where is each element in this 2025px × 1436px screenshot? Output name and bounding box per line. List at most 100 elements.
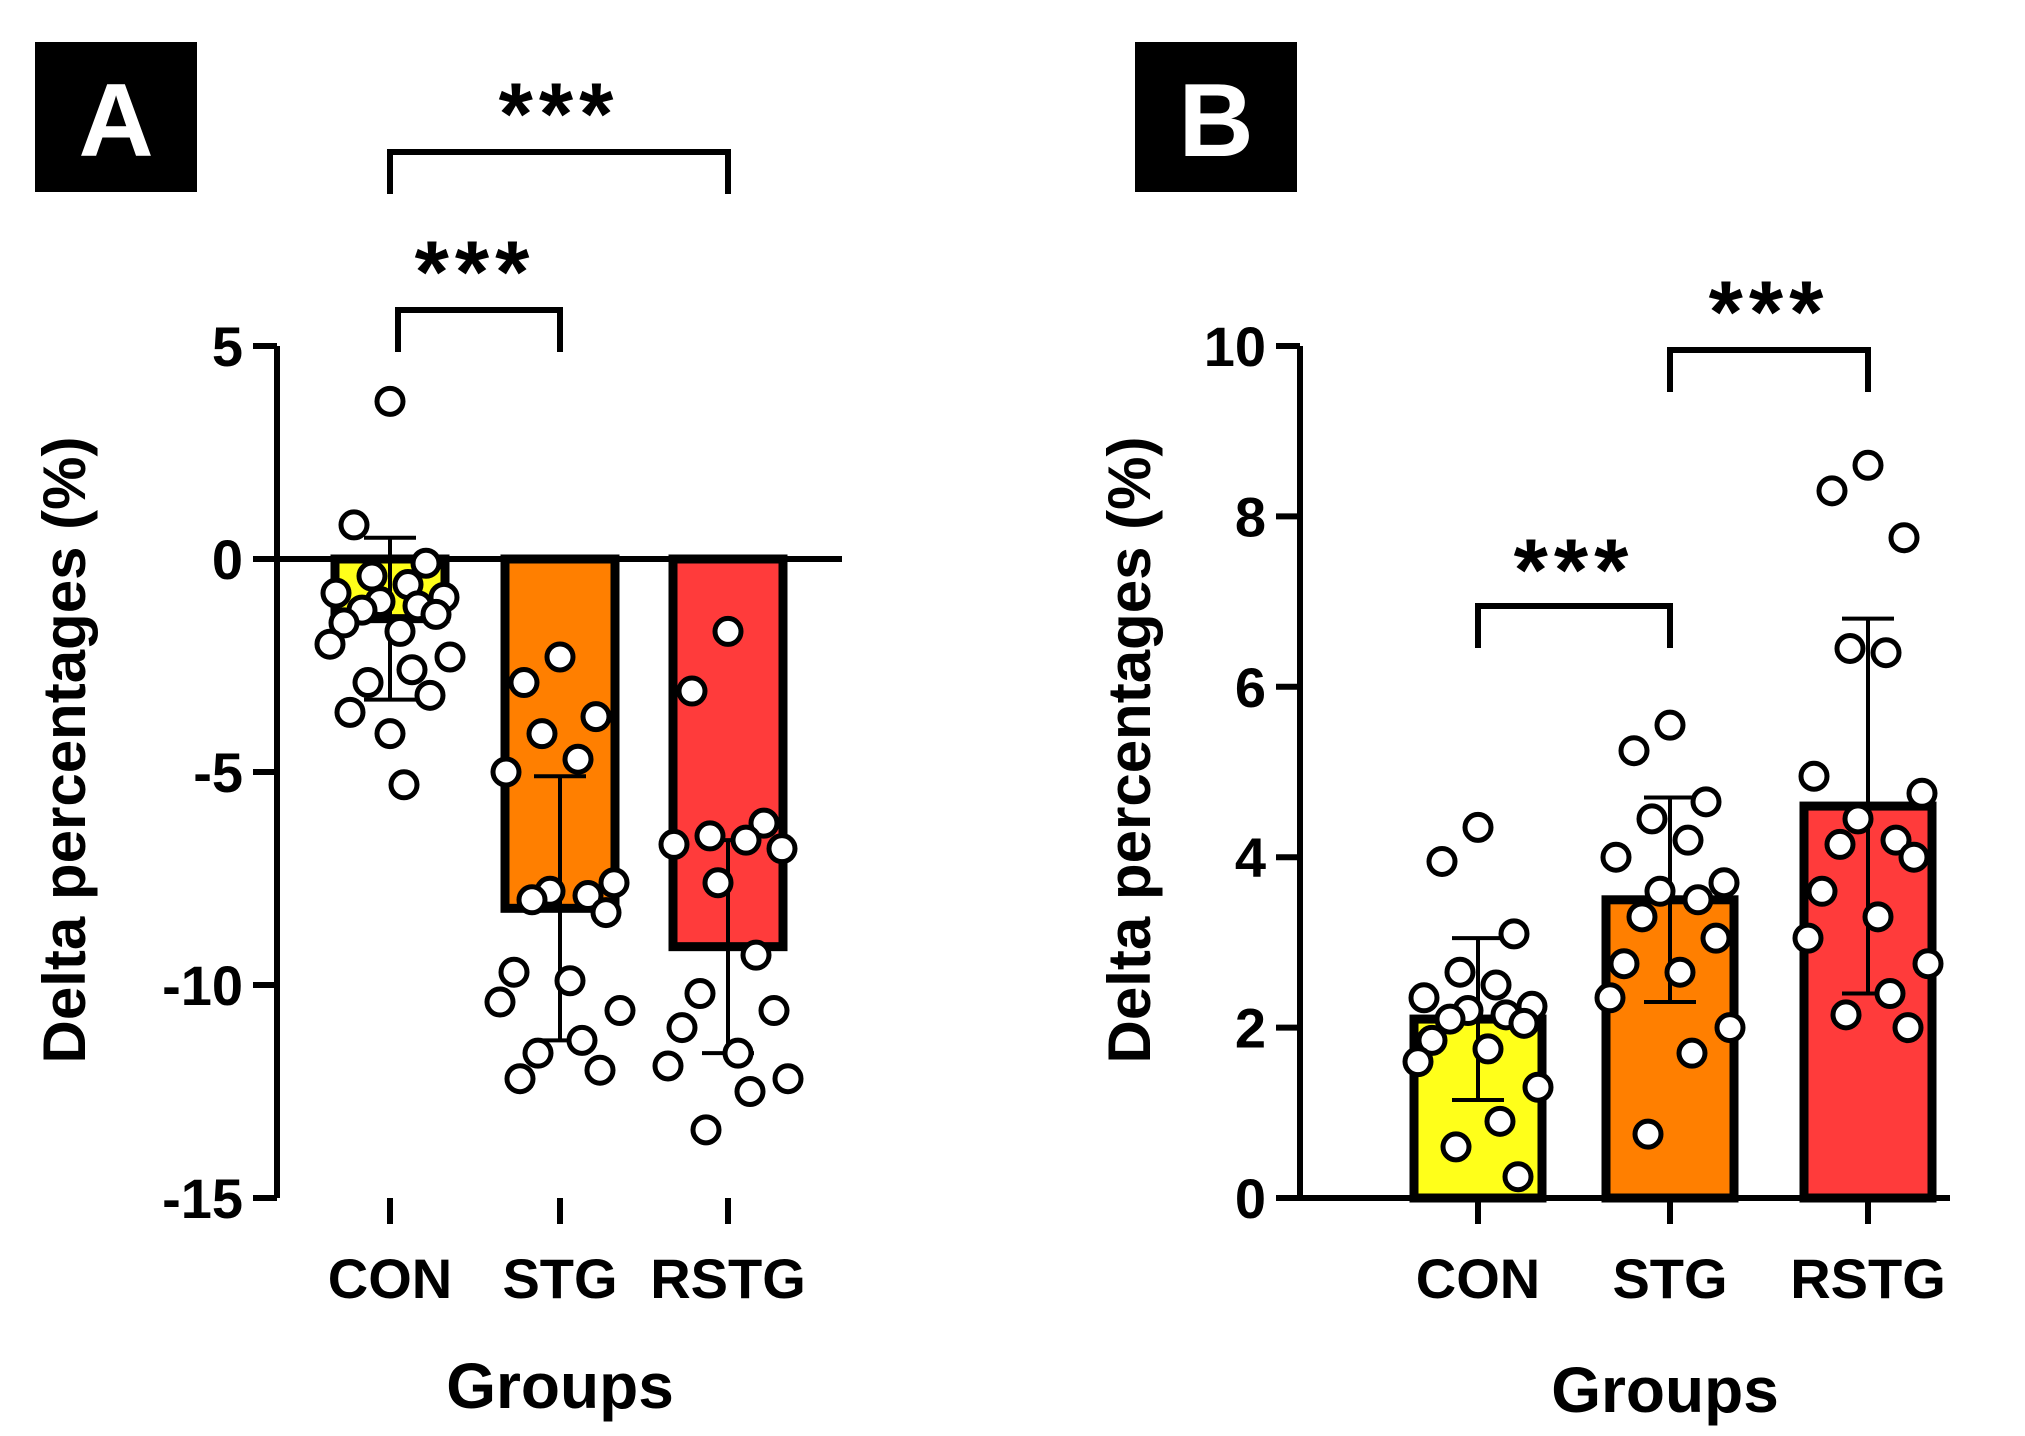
panel-a-data-point	[722, 1037, 754, 1069]
panel-b-data-point	[1862, 901, 1894, 933]
panel-a-data-point	[730, 824, 762, 856]
panel-b-data-point	[1402, 1046, 1434, 1078]
panel-a-data-point	[676, 675, 708, 707]
panel-b-data-point	[1664, 956, 1696, 988]
panel-a-data-point	[388, 769, 420, 801]
panel-a-data-point	[498, 956, 530, 988]
panel-b-data-point	[1440, 1131, 1472, 1163]
panel-a-data-point	[356, 560, 388, 592]
panel-a-data-point	[314, 628, 346, 660]
panel-a-data-point	[414, 679, 446, 711]
panel-a-data-point	[758, 995, 790, 1027]
panel-b-data-point	[1906, 777, 1938, 809]
panel-a-data-point	[484, 986, 516, 1018]
panel-b-data-point	[1806, 875, 1838, 907]
panel-a-data-point	[338, 509, 370, 541]
panel-a-significance-bracket	[395, 307, 563, 352]
panel-a-data-point	[604, 995, 636, 1027]
panel-b-data-point	[1632, 1118, 1664, 1150]
panel-a-y-tick-label: -5	[193, 741, 243, 804]
panel-b-category-label-stg: STG	[1612, 1247, 1727, 1310]
panel-b-y-tick-label: 4	[1235, 826, 1266, 889]
panel-b-data-point	[1618, 735, 1650, 767]
panel-a-data-point	[374, 385, 406, 417]
panel-a-data-point	[328, 607, 360, 639]
panel-a-y-axis-label: Delta percentages (%)	[31, 437, 98, 1064]
panel-b-significance-label: ***	[1514, 520, 1635, 619]
panel-a-data-point	[410, 547, 442, 579]
panel-a-data-point	[562, 743, 594, 775]
panel-b-y-tick-label: 10	[1204, 315, 1266, 378]
panel-a-data-point	[434, 641, 466, 673]
panel-b-data-point	[1874, 978, 1906, 1010]
panel-b-data-point	[1682, 884, 1714, 916]
panel-a: A Delta percentages (%) Groups 5 0 -5 -10 -1…	[31, 42, 842, 1422]
panel-b-data-point	[1508, 1007, 1540, 1039]
panel-b-significance-label: ***	[1709, 262, 1830, 361]
panel-b-y-tick-label: 2	[1235, 997, 1266, 1060]
panel-a-data-point	[580, 701, 612, 733]
panel-b: B Delta percentages (%) Groups 10 8 6 4 2 0 CO…	[1096, 42, 1950, 1426]
panel-b-data-point	[1502, 1161, 1534, 1193]
panel-b-data-point	[1600, 841, 1632, 873]
panel-b-significance-bracket	[1667, 347, 1871, 392]
panel-b-data-point	[1714, 1012, 1746, 1044]
panel-b-y-tick-label: 0	[1235, 1167, 1266, 1230]
panel-a-data-point	[384, 615, 416, 647]
panel-b-label: B	[1178, 63, 1253, 179]
panel-b-data-point	[1672, 824, 1704, 856]
panel-b-data-point	[1842, 803, 1874, 835]
panel-a-data-point	[766, 833, 798, 865]
panel-b-x-axis-label: Groups	[1551, 1354, 1779, 1426]
panel-b-data-point	[1416, 1024, 1448, 1056]
panel-b-data-point	[1654, 709, 1686, 741]
panel-b-data-point	[1608, 948, 1640, 980]
panel-b-data-point	[1480, 969, 1512, 1001]
panel-b-significance-bracket	[1475, 603, 1673, 648]
panel-a-data-point	[590, 897, 622, 929]
panel-a-y-tick-label: -15	[162, 1167, 243, 1230]
panel-a-data-point	[598, 867, 630, 899]
panel-a-data-point	[526, 718, 558, 750]
panel-a-data-point	[374, 718, 406, 750]
panel-b-data-point	[1892, 1012, 1924, 1044]
panel-b-data-point	[1824, 828, 1856, 860]
panel-a-data-point	[694, 820, 726, 852]
panel-b-data-point	[1700, 922, 1732, 954]
panel-b-label-box	[1135, 42, 1297, 192]
panel-a-data-point	[740, 939, 772, 971]
panel-a-data-point	[508, 667, 540, 699]
panel-b-data-point	[1912, 948, 1944, 980]
panel-b-y-tick-label: 6	[1235, 656, 1266, 719]
panel-a-data-point	[666, 1012, 698, 1044]
panel-b-data-point	[1498, 918, 1530, 950]
panel-b-data-point	[1798, 760, 1830, 792]
panel-a-data-point	[352, 667, 384, 699]
panel-b-data-point	[1522, 1071, 1554, 1103]
panel-a-y-tick-label: 0	[212, 528, 243, 591]
panel-b-y-axis-label: Delta percentages (%)	[1096, 437, 1163, 1064]
panel-a-data-point	[504, 1063, 536, 1095]
panel-b-data-point	[1690, 786, 1722, 818]
panel-a-data-point	[684, 978, 716, 1010]
panel-b-data-point	[1636, 803, 1668, 835]
panel-a-data-point	[772, 1063, 804, 1095]
panel-b-data-point	[1898, 841, 1930, 873]
panel-b-data-point	[1462, 811, 1494, 843]
panel-b-y-tick-label: 8	[1235, 485, 1266, 548]
panel-a-data-point	[748, 807, 780, 839]
panel-a-data-point	[584, 1054, 616, 1086]
panel-a-category-label-stg: STG	[502, 1247, 617, 1310]
panel-a-data-point	[702, 867, 734, 899]
panel-b-data-point	[1644, 875, 1676, 907]
panel-a-category-label-rstg: RSTG	[650, 1247, 806, 1310]
panel-a-x-axis-label: Groups	[446, 1350, 674, 1422]
panel-a-data-point	[572, 880, 604, 912]
panel-b-data-point	[1708, 867, 1740, 899]
panel-a-data-point	[490, 756, 522, 788]
panel-b-data-point	[1444, 956, 1476, 988]
panel-b-data-point	[1484, 1105, 1516, 1137]
panel-b-plot: 10 8 6 4 2 0 CON STG RSTG *** ***	[1204, 262, 1950, 1310]
panel-a-y-tick-label: 5	[212, 315, 243, 378]
